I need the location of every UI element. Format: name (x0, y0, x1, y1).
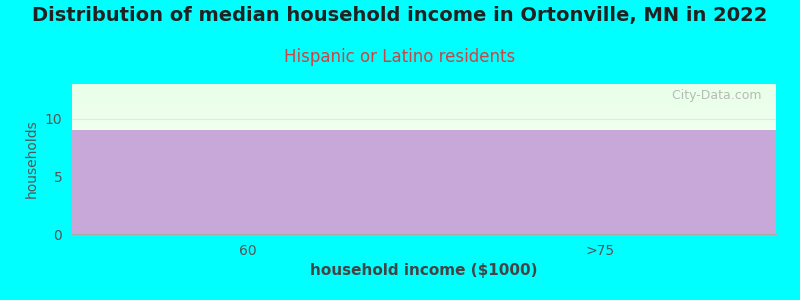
X-axis label: household income ($1000): household income ($1000) (310, 263, 538, 278)
Text: Hispanic or Latino residents: Hispanic or Latino residents (284, 48, 516, 66)
Text: Distribution of median household income in Ortonville, MN in 2022: Distribution of median household income … (32, 6, 768, 25)
Bar (72, 130, 424, 234)
Y-axis label: households: households (25, 120, 39, 198)
Text: City-Data.com: City-Data.com (665, 88, 762, 101)
Bar (424, 130, 776, 234)
